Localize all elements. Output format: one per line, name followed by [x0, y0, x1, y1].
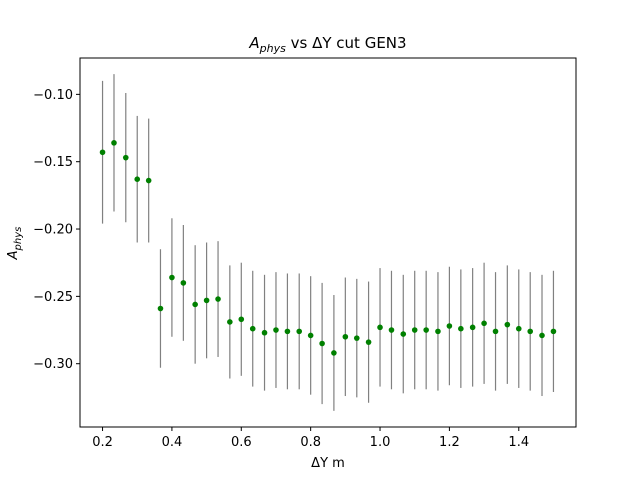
data-point — [192, 301, 198, 308]
data-point — [353, 335, 360, 341]
title-rest: vs ΔY cut GEN3 — [286, 34, 407, 52]
data-point — [400, 331, 407, 337]
data-point — [122, 154, 129, 161]
y-axis-label-symbol: A — [6, 250, 21, 260]
data-point — [446, 323, 453, 329]
x-tick-label: 0.4 — [162, 435, 183, 450]
x-tick-label: 0.8 — [300, 435, 321, 450]
y-axis-label-subscript: phys — [13, 227, 24, 252]
data-point — [388, 327, 395, 333]
data-point — [458, 325, 464, 332]
y-axis-label: Aphys — [6, 227, 24, 261]
data-point — [296, 328, 303, 335]
chart-title: Aphys vs ΔY cut GEN3 — [248, 34, 406, 55]
data-point — [331, 350, 337, 356]
y-tick-label: −0.20 — [33, 223, 73, 238]
x-tick-label: 1.4 — [508, 435, 529, 450]
data-point — [238, 316, 245, 323]
x-tick-label: 1.0 — [370, 435, 391, 450]
data-point — [307, 332, 314, 339]
data-point — [180, 280, 187, 286]
title-symbol: A — [248, 34, 259, 52]
data-point — [203, 297, 210, 304]
data-point — [469, 324, 476, 331]
data-point — [111, 140, 117, 146]
y-tick-label: −0.30 — [33, 357, 73, 372]
plot-area: 0.2 0.4 0.6 0.8 1.0 1.2 1.4 −0.10 −0.15 −0.20 −0.2… — [33, 74, 557, 450]
data-point — [411, 327, 418, 333]
y-tick-label: −0.10 — [33, 88, 73, 103]
data-point — [134, 176, 141, 183]
y-tick-label: −0.15 — [33, 155, 73, 170]
data-point — [145, 177, 152, 184]
data-point — [284, 328, 291, 335]
data-point — [539, 332, 545, 339]
data-point — [481, 320, 487, 327]
data-point — [377, 324, 383, 331]
data-point — [273, 327, 279, 333]
title-subscript: phys — [259, 42, 286, 55]
data-point — [169, 274, 175, 281]
y-tick-label: −0.25 — [33, 290, 73, 305]
data-point — [515, 325, 522, 332]
data-point — [215, 296, 221, 302]
data-point — [342, 333, 349, 340]
data-point — [423, 327, 429, 333]
data-point — [504, 321, 511, 328]
data-point — [435, 328, 441, 335]
data-point — [261, 329, 268, 336]
data-point — [249, 325, 256, 332]
data-point — [527, 328, 534, 335]
x-tick-label: 0.2 — [92, 435, 113, 450]
axes-frame — [79, 57, 577, 428]
data-point — [227, 319, 233, 325]
data-point — [157, 305, 164, 312]
data-point — [492, 328, 499, 335]
x-axis-label: ΔY m — [311, 456, 345, 471]
data-point — [550, 328, 557, 335]
data-point — [365, 339, 372, 345]
x-tick-label: 0.6 — [231, 435, 252, 450]
data-point — [319, 340, 325, 347]
x-tick-label: 1.2 — [439, 435, 460, 450]
data-point — [99, 149, 106, 156]
